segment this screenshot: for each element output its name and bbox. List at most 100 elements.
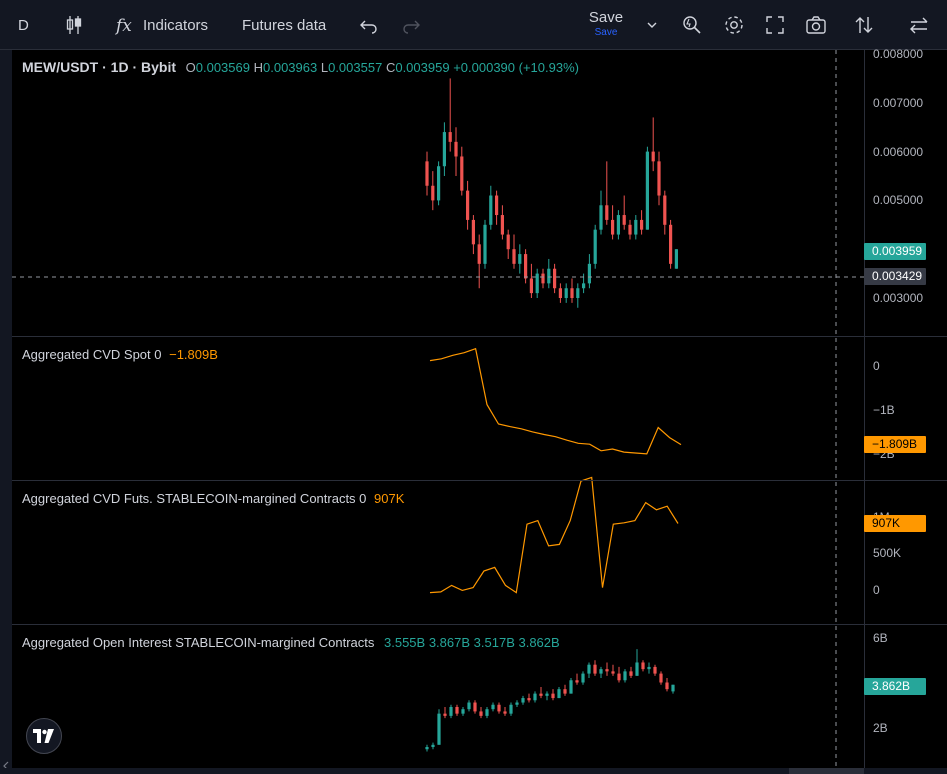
price-candle-body: [518, 254, 522, 264]
fx-icon[interactable]: fx: [114, 13, 138, 37]
oi-candle-body: [605, 669, 609, 672]
price-candle-body: [460, 156, 464, 191]
tradingview-logo[interactable]: [26, 718, 62, 754]
candles-icon[interactable]: [62, 13, 86, 37]
oi-candle-body: [509, 704, 513, 714]
price-tick: 0.006000: [873, 145, 924, 159]
oi-low-value: 3.517B: [473, 635, 515, 650]
cvd-futs-legend: Aggregated CVD Futs. STABLECOIN-margined…: [22, 491, 404, 506]
price-candle-body: [576, 288, 580, 298]
oi-candle-body: [551, 693, 555, 699]
cvd-futs-tick: 0: [873, 583, 880, 597]
price-candle-body: [425, 161, 429, 186]
oi-candle-body: [611, 671, 615, 674]
cvd-spot-tick: −1B: [873, 403, 895, 417]
redo-icon[interactable]: [399, 13, 423, 37]
price-candle-body: [558, 288, 562, 298]
pane-separator[interactable]: [12, 624, 947, 625]
oi-candle-body: [449, 706, 453, 716]
chevron-down-icon[interactable]: [640, 13, 664, 37]
low-label: L: [320, 60, 329, 75]
pane-separator[interactable]: [12, 480, 947, 481]
price-candle-body: [622, 215, 626, 225]
price-candle-body: [529, 278, 533, 294]
price-candle-body: [564, 288, 568, 298]
oi-candle-body: [467, 702, 471, 710]
scroll-thumb[interactable]: [789, 768, 864, 774]
gear-icon[interactable]: [722, 13, 746, 37]
price-candle-body: [593, 229, 597, 264]
save-label: Save: [588, 9, 624, 26]
oi-legend: Aggregated Open Interest STABLECOIN-marg…: [22, 635, 560, 650]
oi-candle-body: [665, 682, 669, 690]
pane-separator[interactable]: [12, 336, 947, 337]
svg-text:fx: fx: [114, 16, 132, 36]
cvd-spot-title[interactable]: Aggregated CVD Spot 0: [22, 347, 162, 362]
close-label: C: [385, 60, 396, 75]
price-candle-body: [547, 268, 551, 284]
quick-search-icon[interactable]: [680, 13, 704, 37]
oi-candle-body: [599, 669, 603, 674]
price-candle-body: [500, 215, 504, 235]
undo-icon[interactable]: [357, 13, 381, 37]
price-candle-body: [599, 205, 603, 230]
symbol-title[interactable]: MEW/USDT · 1D · Bybit: [22, 59, 176, 75]
symbol-short-label: D: [18, 16, 29, 34]
oi-candle-body: [623, 671, 627, 681]
price-candle-body: [616, 215, 620, 235]
price-candle-body: [587, 263, 591, 284]
oi-candle-body: [503, 711, 507, 714]
oi-tick: 2B: [873, 721, 888, 735]
tradingview-logo-icon: [33, 729, 54, 743]
oi-candle-body: [659, 673, 663, 683]
cvd-spot-tag: −1.809B: [864, 436, 926, 453]
oi-candle-body: [617, 673, 621, 681]
symbol-search-button[interactable]: D: [18, 0, 29, 50]
camera-icon[interactable]: [804, 13, 828, 37]
cvd-spot-tick: 0: [873, 359, 880, 373]
cvd-spot-legend: Aggregated CVD Spot 0 −1.809B: [22, 347, 218, 362]
fullscreen-icon[interactable]: [763, 13, 787, 37]
oi-candle-body: [557, 689, 561, 699]
sort-arrows-icon[interactable]: [852, 13, 876, 37]
futures-data-button[interactable]: Futures data: [242, 0, 326, 50]
oi-close-value: 3.862B: [518, 635, 560, 650]
oi-candle-body: [653, 666, 657, 674]
price-candle-body: [471, 219, 475, 245]
indicators-label: Indicators: [143, 16, 209, 34]
oi-candle-body: [533, 693, 537, 701]
oi-candle-body: [575, 680, 579, 683]
cvd-spot-value: −1.809B: [169, 347, 218, 362]
price-candle-body: [657, 161, 661, 196]
price-candle-body: [454, 141, 458, 157]
oi-candle-body: [587, 664, 591, 674]
price-tick: 0.008000: [873, 47, 924, 61]
futures-data-label: Futures data: [242, 16, 327, 34]
oi-candle-body: [461, 709, 465, 714]
cvd-spot-line: [429, 347, 682, 455]
main-legend: MEW/USDT · 1D · Bybit O0.003569 H0.00396…: [22, 59, 579, 75]
open-value: 0.003569: [195, 60, 250, 75]
oi-title[interactable]: Aggregated Open Interest STABLECOIN-marg…: [22, 635, 375, 650]
price-candle-body: [506, 234, 510, 250]
cvd-futs-tag: 907K: [864, 515, 926, 532]
oi-candle-body: [671, 684, 675, 692]
cvd-futs-title[interactable]: Aggregated CVD Futs. STABLECOIN-margined…: [22, 491, 367, 506]
price-candle-body: [477, 244, 481, 264]
swap-arrows-icon[interactable]: [907, 13, 931, 37]
time-scroll-strip[interactable]: [0, 768, 947, 774]
price-candle-body: [634, 219, 638, 235]
save-button[interactable]: Save Save: [586, 9, 626, 39]
oi-candle-body: [473, 702, 477, 712]
indicators-button[interactable]: Indicators: [143, 0, 208, 50]
cvd-futs-tick: 500K: [873, 546, 902, 560]
price-candle-body: [512, 249, 516, 264]
price-candle-body: [489, 195, 493, 225]
price-axis-column[interactable]: [864, 50, 947, 770]
oi-candle-body: [431, 744, 435, 748]
price-candle-body: [553, 268, 557, 289]
price-candle-body: [570, 288, 574, 298]
oi-tag: 3.862B: [864, 678, 926, 695]
oi-candle-body: [437, 713, 441, 745]
crosshair-price-tag: 0.003429: [864, 268, 926, 285]
